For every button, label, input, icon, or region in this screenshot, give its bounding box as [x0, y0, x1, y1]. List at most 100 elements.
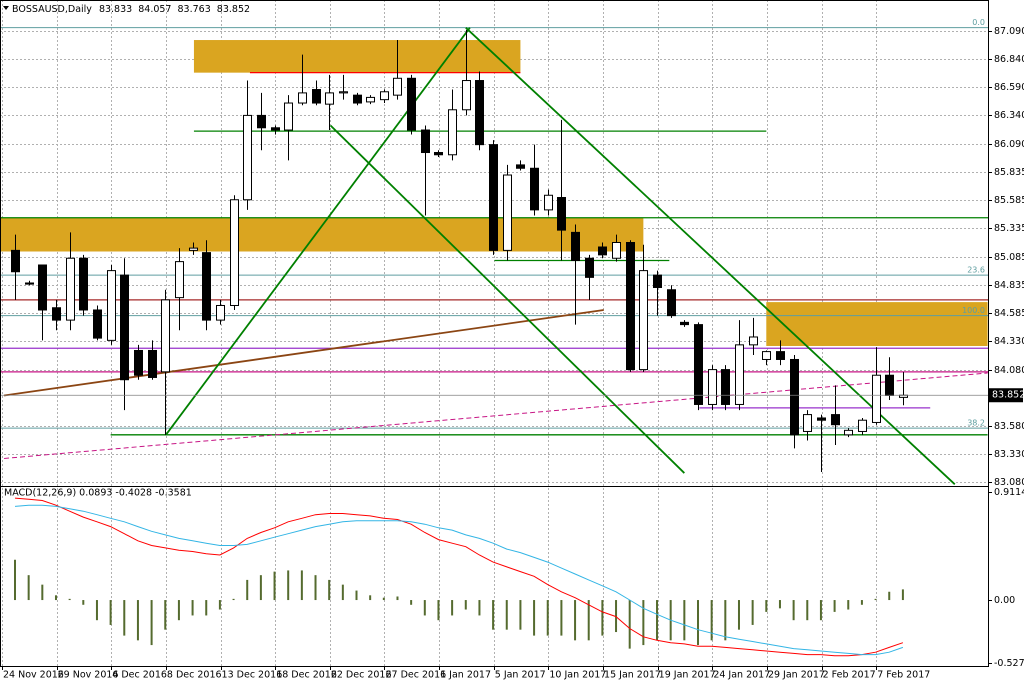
- macd-histogram-bar: [177, 600, 180, 621]
- candle-body: [790, 358, 799, 436]
- candle-body: [530, 167, 539, 211]
- candle-body: [776, 351, 785, 360]
- candle-body: [667, 289, 676, 317]
- macd-histogram-bar: [164, 600, 167, 630]
- candle-body: [202, 252, 211, 321]
- candle-body: [489, 144, 498, 251]
- x-tick-label: 24 Nov 2016: [3, 670, 64, 681]
- candle-body: [708, 369, 717, 405]
- x-tick-label: 13 Dec 2016: [222, 670, 283, 681]
- y-tick-label: 86.090: [994, 139, 1024, 150]
- macd-histogram-bar: [41, 584, 44, 601]
- open-value: 83.833: [99, 4, 132, 15]
- candle-body: [189, 247, 198, 251]
- candle-body: [216, 304, 225, 321]
- macd-y-tick-label: 0.00: [994, 595, 1015, 606]
- candle-body: [380, 91, 389, 101]
- macd-histogram-bar: [451, 600, 454, 616]
- x-tick-label: 18 Dec 2016: [276, 670, 337, 681]
- candle-body: [366, 96, 375, 103]
- candle-body: [393, 77, 402, 96]
- macd-histogram-bar: [492, 600, 495, 630]
- trendline: [165, 27, 471, 436]
- macd-histogram-bar: [533, 600, 536, 636]
- x-tick-label: 22 Dec 2016: [331, 670, 392, 681]
- macd-y-tick-label: 0.9114: [994, 487, 1024, 498]
- macd-histogram-bar: [737, 600, 740, 630]
- macd-histogram-bar: [874, 598, 877, 601]
- macd-histogram-bar: [369, 595, 372, 601]
- candle-body: [872, 374, 881, 423]
- candle-body: [25, 282, 34, 285]
- candle-body: [120, 274, 129, 381]
- candle-body: [407, 77, 416, 131]
- y-tick-label: 84.835: [994, 280, 1024, 291]
- candle-body: [93, 309, 102, 339]
- candle-body: [762, 351, 771, 360]
- price-label-box: [989, 388, 1023, 403]
- x-tick-label: 29 Nov 2016: [58, 670, 119, 681]
- candle-body: [462, 80, 471, 111]
- candle-body: [148, 349, 157, 378]
- macd-histogram-bar: [505, 600, 508, 630]
- macd-histogram-bar: [123, 600, 126, 636]
- macd-histogram-bar: [628, 600, 631, 649]
- fib-label: 0.0: [972, 18, 985, 27]
- x-tick-label: 2 Feb 2017: [823, 670, 876, 681]
- macd-histogram-bar: [464, 600, 467, 610]
- macd-histogram-bar: [697, 600, 699, 646]
- candle-body: [639, 270, 648, 371]
- x-tick-label: 24 Jan 2017: [713, 670, 770, 681]
- y-tick-label: 84.585: [994, 308, 1024, 319]
- macd-histogram-bar: [341, 584, 344, 601]
- candle-body: [243, 114, 252, 201]
- macd-histogram-bar: [587, 600, 590, 641]
- zone: [0, 217, 644, 252]
- macd-histogram-bar: [150, 600, 153, 646]
- x-tick-label: 10 Jan 2017: [549, 670, 606, 681]
- macd-histogram-bar: [109, 600, 112, 625]
- macd-histogram-bar: [642, 600, 645, 646]
- candle-body: [257, 114, 266, 129]
- macd-histogram-bar: [68, 598, 71, 601]
- x-tick-label: 27 Dec 2016: [385, 670, 446, 681]
- macd-histogram-bar: [82, 600, 85, 605]
- price-label: 83.852: [992, 390, 1024, 401]
- x-tick-label: 1 Jan 2017: [440, 670, 491, 681]
- y-tick-label: 86.590: [994, 82, 1024, 93]
- y-tick-label: 85.085: [994, 252, 1024, 263]
- y-tick-label: 84.330: [994, 336, 1024, 347]
- macd-histogram-bar: [751, 600, 754, 625]
- macd-histogram-bar: [778, 600, 781, 609]
- candle-body: [312, 89, 321, 104]
- macd-histogram-bar: [27, 575, 30, 601]
- macd-histogram-bar: [355, 590, 358, 601]
- macd-histogram-bar: [765, 600, 768, 612]
- zone: [766, 302, 988, 346]
- candle-body: [52, 307, 61, 321]
- candle-body: [516, 164, 525, 169]
- y-tick-label: 87.090: [994, 26, 1024, 37]
- candle-body: [544, 194, 553, 211]
- y-tick-label: 85.335: [994, 223, 1024, 234]
- macd-histogram-bar: [724, 600, 727, 641]
- y-tick-label: 83.330: [994, 449, 1024, 460]
- macd-histogram-bar: [615, 600, 618, 633]
- symbol: BOSSAUSD,Daily: [12, 4, 92, 15]
- candle-body: [680, 321, 689, 326]
- candle-body: [557, 197, 566, 231]
- macd-histogram-bar: [300, 570, 303, 601]
- macd-histogram-bar: [14, 559, 16, 601]
- macd-histogram-bar: [396, 596, 399, 601]
- candle-body: [66, 257, 75, 321]
- macd-histogram-bar: [519, 600, 522, 630]
- macd-histogram-bar: [437, 600, 440, 621]
- macd-histogram-bar: [218, 600, 221, 610]
- macd-histogram-bar: [546, 600, 549, 636]
- high-value: 84.057: [138, 4, 171, 15]
- candle-body: [626, 242, 635, 371]
- macd-histogram-bar: [54, 595, 57, 601]
- macd-histogram-bar: [328, 579, 331, 601]
- macd-histogram-bar: [314, 575, 317, 601]
